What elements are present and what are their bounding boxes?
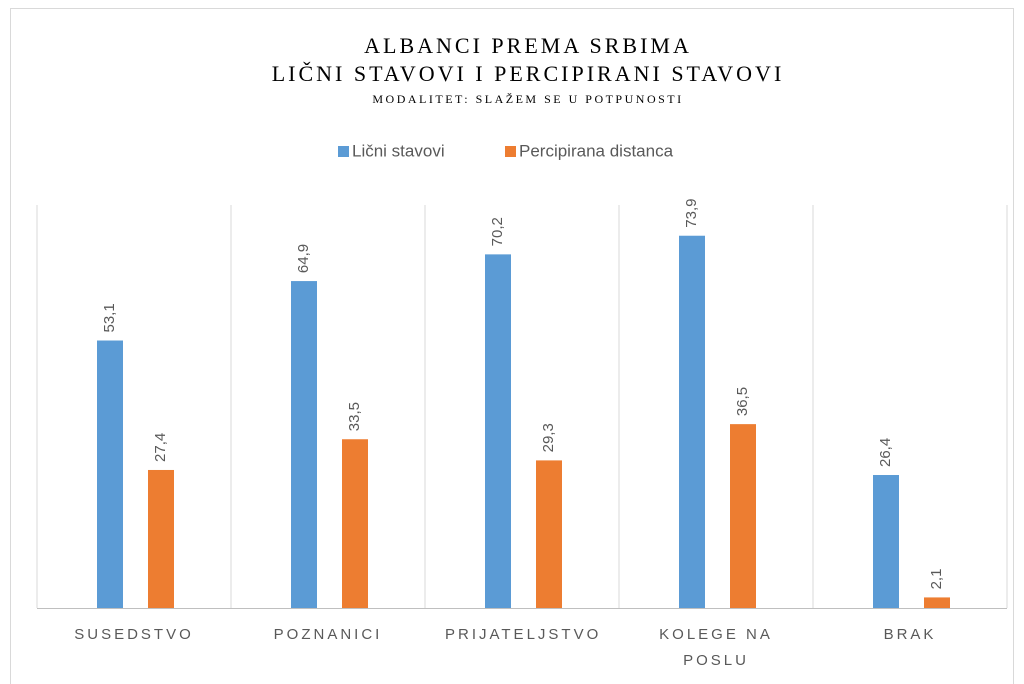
data-label: 33,5 (346, 402, 363, 431)
bar (730, 424, 756, 608)
data-label: 29,3 (540, 423, 557, 452)
chart-annotation: MODALITET: SLAŽEM SE U POTPUNOSTI (372, 92, 683, 106)
x-tick-label: KOLEGE NA POSLU (659, 626, 773, 669)
data-label: 53,1 (101, 303, 118, 332)
legend-swatch (338, 146, 349, 157)
chart-subtitle: LIČNI STAVOVI I PERCIPIRANI STAVOVI (272, 61, 785, 86)
data-label: 26,4 (877, 438, 894, 467)
bar (536, 460, 562, 608)
data-label: 27,4 (152, 433, 169, 462)
bar (148, 469, 174, 608)
bar (679, 235, 705, 608)
x-tick-label: PRIJATELJSTVO (445, 626, 602, 643)
bar (873, 475, 899, 608)
x-tick-label: BRAK (883, 626, 937, 643)
bar (342, 439, 368, 608)
legend-label: Lični stavovi (352, 141, 445, 160)
data-label: 64,9 (295, 244, 312, 273)
legend-label: Percipirana distanca (519, 141, 674, 160)
x-tick-label: POZNANICI (273, 626, 383, 643)
bar (291, 281, 317, 608)
bar (97, 340, 123, 608)
chart-frame (10, 8, 1014, 684)
x-tick-label: SUSEDSTVO (74, 626, 194, 643)
bar (924, 597, 950, 608)
data-label: 70,2 (489, 217, 506, 246)
data-label: 2,1 (928, 569, 945, 590)
legend-swatch (505, 146, 516, 157)
data-label: 36,5 (734, 387, 751, 416)
bar (485, 254, 511, 608)
chart-title: ALBANCI PREMA SRBIMA (364, 33, 692, 58)
data-label: 73,9 (683, 199, 700, 228)
